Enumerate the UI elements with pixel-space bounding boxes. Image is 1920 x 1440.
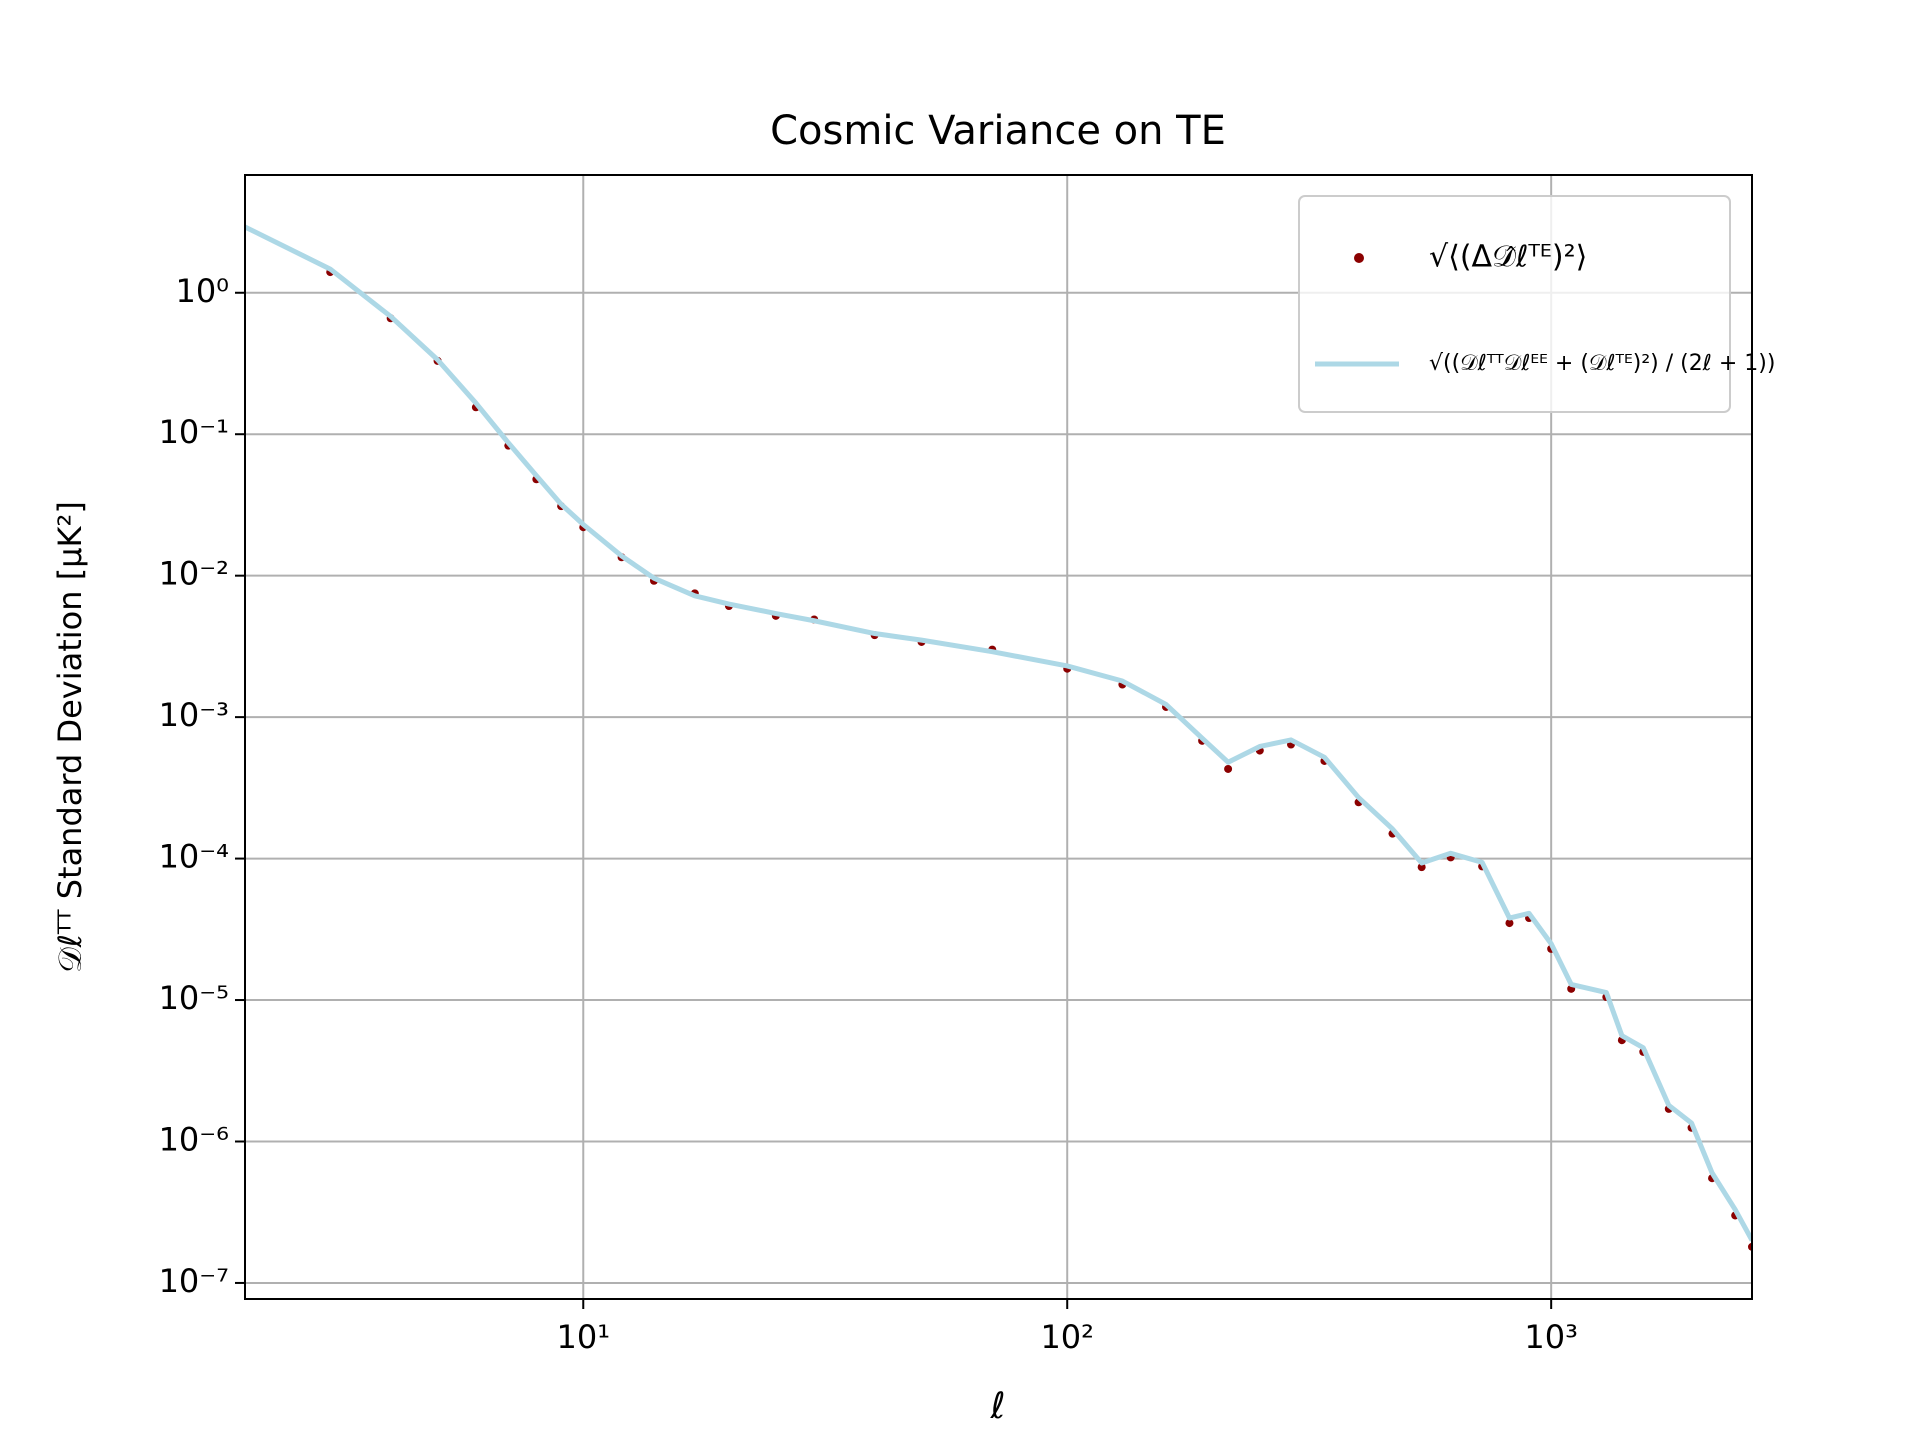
legend-box: [1298, 195, 1731, 413]
y-tick-label: 10⁻⁵: [159, 979, 229, 1017]
x-tick-label: 10²: [1040, 1318, 1094, 1356]
y-axis-label: 𝒟ℓᵀᵀ Standard Deviation [μK²]: [51, 501, 89, 973]
plot-frame: [244, 174, 1753, 1300]
y-tick-label: 10⁰: [175, 272, 229, 310]
y-tick-label: 10⁻⁶: [159, 1120, 229, 1158]
chart-title: Cosmic Variance on TE: [770, 108, 1226, 154]
data-point: [1417, 863, 1426, 872]
data-line: [245, 224, 1752, 1242]
y-tick-label: 10⁻³: [159, 696, 229, 734]
x-axis-label: ℓ: [990, 1386, 1006, 1427]
y-tick-label: 10⁻⁴: [159, 838, 229, 876]
data-point: [1224, 764, 1233, 773]
y-tick-label: 10⁻¹: [159, 413, 229, 451]
data-point: [1505, 919, 1514, 928]
x-tick-label: 10³: [1524, 1318, 1578, 1356]
y-tick-label: 10⁻⁷: [159, 1262, 229, 1300]
legend-label: √⟨(Δ𝒟̂ℓᵀᴱ)²⟩: [1429, 240, 1587, 275]
y-tick-label: 10⁻²: [159, 555, 229, 593]
legend-marker: [1354, 253, 1364, 263]
x-tick-label: 10¹: [556, 1318, 610, 1356]
legend-label: √((𝒟ℓᵀᵀ𝒟ℓᴱᴱ + (𝒟ℓᵀᴱ)²) / (2ℓ + 1)): [1429, 351, 1775, 376]
plot-area: [245, 224, 1752, 1251]
